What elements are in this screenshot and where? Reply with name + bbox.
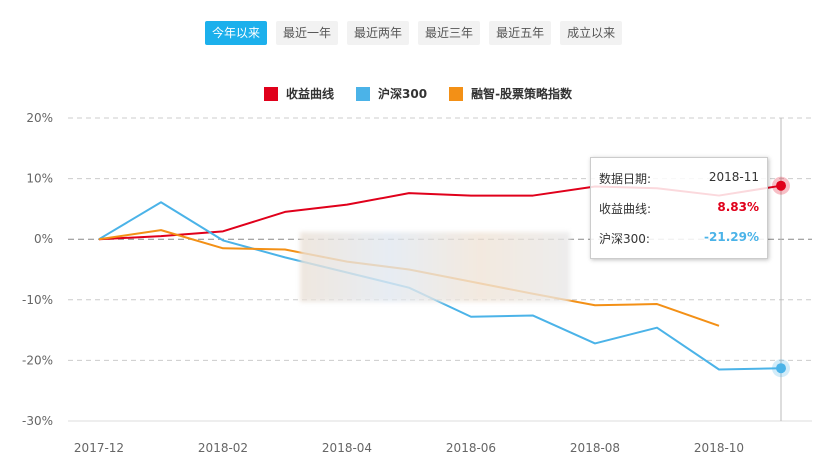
legend-label: 收益曲线: [286, 87, 335, 101]
tooltip-series2-label: 沪深300:: [599, 232, 650, 246]
y-tick-label: -20%: [22, 353, 53, 367]
range-button-2[interactable]: 最近两年: [347, 21, 410, 45]
tooltip-series2-value: -21.29%: [704, 230, 759, 244]
legend-swatch-icon: [449, 86, 464, 101]
x-tick-label: 2018-06: [446, 441, 496, 455]
x-tick-label: 2018-08: [570, 441, 620, 455]
y-tick-label: 10%: [26, 172, 53, 186]
range-button-5[interactable]: 成立以来: [560, 21, 623, 45]
legend-item-0[interactable]: 收益曲线: [264, 85, 334, 102]
chart-tooltip: 数据日期: 2018-11 收益曲线: 8.83% 沪深300: -21.29%: [590, 157, 768, 259]
series-line-1[interactable]: [98, 201, 782, 371]
legend-item-1[interactable]: 沪深300: [356, 85, 427, 102]
y-tick-label: -30%: [22, 414, 53, 428]
legend-label: 沪深300: [378, 87, 428, 101]
range-button-0[interactable]: 今年以来: [205, 21, 268, 45]
x-tick-label: 2018-02: [198, 441, 248, 455]
chart-legend: 收益曲线 沪深300 融智-股票策略指数: [264, 85, 572, 102]
legend-label: 融智-股票策略指数: [471, 87, 573, 101]
range-button-1[interactable]: 最近一年: [276, 21, 339, 45]
watermark-blur: [300, 232, 570, 302]
range-button-3[interactable]: 最近三年: [418, 21, 481, 45]
x-tick-label: 2018-10: [694, 441, 744, 455]
highlight-point[interactable]: [776, 180, 786, 191]
time-range-selector: 今年以来 最近一年 最近两年 最近三年 最近五年 成立以来: [205, 21, 623, 45]
legend-swatch-icon: [356, 86, 371, 101]
tooltip-series1-value: 8.83%: [717, 200, 759, 214]
range-button-4[interactable]: 最近五年: [489, 21, 552, 45]
tooltip-date-label: 数据日期:: [599, 172, 652, 186]
tooltip-series1-label: 收益曲线:: [599, 202, 652, 216]
legend-swatch-icon: [264, 86, 278, 101]
y-tick-label: 0%: [34, 232, 53, 246]
tooltip-date-value: 2018-11: [708, 170, 759, 184]
x-tick-label: 2017-12: [74, 441, 124, 455]
legend-item-2[interactable]: 融智-股票策略指数: [449, 85, 572, 102]
x-tick-label: 2018-04: [322, 441, 372, 455]
y-tick-label: 20%: [26, 111, 53, 125]
highlight-point[interactable]: [776, 363, 786, 374]
y-tick-label: -10%: [22, 293, 53, 307]
